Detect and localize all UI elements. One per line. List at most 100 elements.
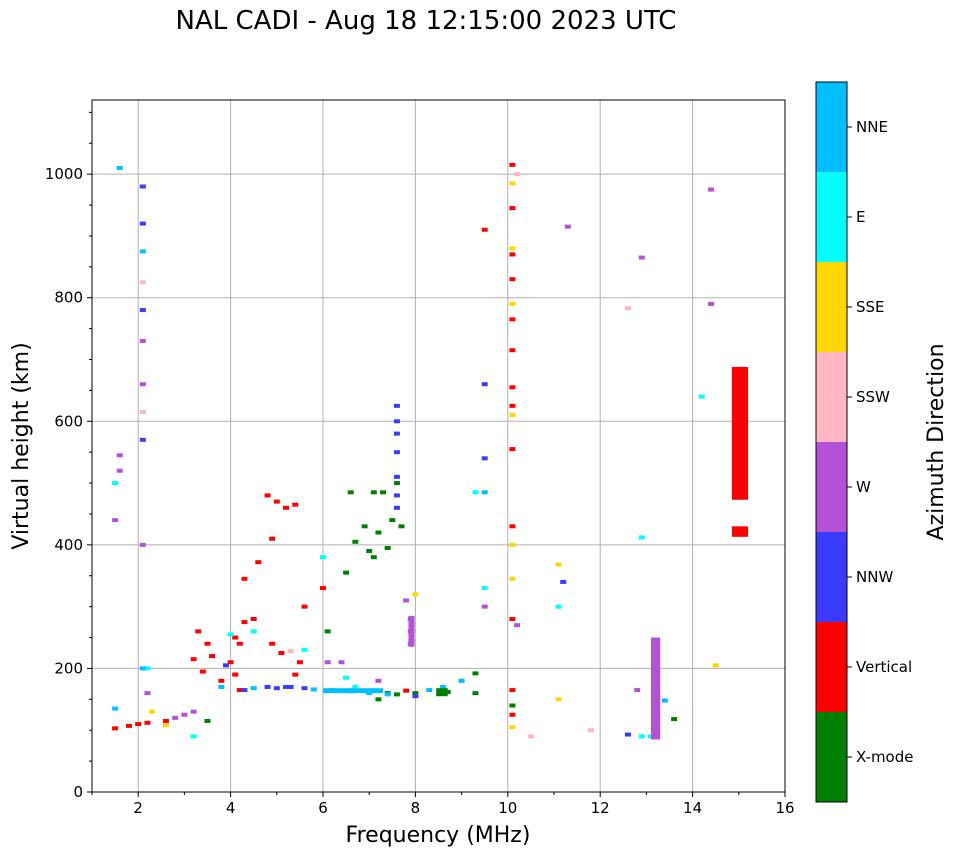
echo-point-vertical: [320, 586, 326, 591]
echo-point-vertical: [209, 654, 216, 659]
echo-point-sse: [412, 592, 419, 597]
echo-point-w: [708, 301, 715, 306]
chart-title: NAL CADI - Aug 18 12:15:00 2023 UTC: [175, 6, 677, 36]
colorbar-frame: [815, 81, 848, 803]
echo-point-vertical: [269, 536, 276, 541]
echo-block-w: [408, 615, 415, 647]
y-tick-label: 800: [54, 289, 83, 307]
echo-point-vertical: [292, 672, 299, 677]
echo-point-w: [190, 709, 197, 714]
echo-block-vertical: [731, 526, 749, 537]
colorbar-swatch: [816, 82, 847, 172]
echo-point-nne: [310, 687, 317, 692]
echo-point-vertical: [236, 688, 243, 693]
colorbar-swatch: [816, 712, 847, 802]
echo-point-sse: [509, 181, 516, 186]
echo-point-nnw: [139, 437, 146, 442]
echo-point-sse: [509, 725, 516, 730]
x-tick-label: 6: [318, 799, 328, 817]
colorbar-swatch: [816, 532, 847, 622]
echo-point-vertical: [162, 718, 169, 723]
echo-point-vertical: [509, 712, 516, 717]
echo-block-nne: [323, 688, 384, 694]
echo-point-ssw: [527, 734, 534, 739]
echo-point-sse: [509, 301, 516, 306]
echo-point-x-mode: [393, 692, 400, 697]
echo-point-nnw: [560, 579, 567, 584]
x-tick-label: 16: [775, 799, 794, 817]
echo-point-nnw: [273, 686, 280, 691]
echo-point-vertical: [296, 660, 303, 665]
echo-point-x-mode: [361, 524, 368, 529]
echo-point-nne: [661, 698, 668, 703]
echo-point-vertical: [112, 726, 119, 731]
echo-point-nnw: [412, 694, 419, 699]
echo-point-vertical: [283, 505, 290, 510]
echo-point-vertical: [509, 162, 516, 167]
echo-point-w: [338, 660, 345, 665]
echo-point-x-mode: [384, 545, 391, 550]
echo-point-e: [352, 684, 359, 689]
colorbar: X-mode Vertical NNW W SSW SSE E NNE: [815, 81, 913, 803]
echo-point-e: [638, 734, 645, 739]
echo-point-vertical: [241, 620, 248, 625]
colorbar-label: Azimuth Direction: [924, 343, 949, 540]
echo-point-vertical: [292, 502, 299, 507]
echo-point-w: [403, 598, 410, 603]
echo-point-vertical: [190, 657, 197, 662]
echo-point-nnw: [393, 419, 400, 424]
echo-point-e: [555, 604, 562, 609]
echo-point-x-mode: [393, 481, 400, 486]
axis-ticks: 2 4 6 8 10 12 14 16 0 200 400 600 800 1000: [45, 111, 795, 817]
x-tick-label: 14: [683, 799, 702, 817]
colorbar-swatch: [816, 262, 847, 352]
echo-point-nnw: [393, 474, 400, 479]
echo-point-nne: [116, 165, 123, 170]
echo-point-w: [112, 518, 119, 523]
echo-point-ssw: [587, 728, 594, 733]
echo-point-vertical: [218, 678, 225, 683]
echo-point-x-mode: [509, 703, 516, 708]
echo-point-vertical: [509, 277, 516, 282]
echo-point-vertical: [199, 669, 206, 674]
echo-point-ssw: [139, 410, 146, 415]
echo-point-sse: [162, 723, 169, 728]
echo-point-nne: [458, 678, 465, 683]
echo-point-nnw: [139, 308, 146, 313]
echo-point-x-mode: [343, 570, 350, 575]
echo-block-vertical: [731, 366, 749, 500]
echo-point-vertical: [509, 617, 516, 621]
echo-point-e: [320, 555, 326, 560]
echo-point-w: [564, 224, 571, 229]
echo-point-sse: [509, 246, 516, 251]
echo-point-vertical: [509, 206, 516, 211]
echo-point-ssw: [139, 280, 146, 285]
echo-point-nne: [139, 249, 146, 254]
echo-point-vertical: [273, 499, 280, 504]
echo-point-x-mode: [398, 524, 405, 529]
echo-point-vertical: [195, 629, 202, 634]
echo-point-w: [139, 542, 146, 547]
echo-point-nne: [218, 684, 225, 689]
y-tick-label: 400: [54, 536, 83, 554]
echo-point-vertical: [509, 524, 516, 529]
echo-point-vertical: [509, 348, 516, 353]
echo-point-vertical: [509, 252, 516, 257]
echo-point-nne: [112, 706, 119, 711]
echo-point-vertical: [509, 403, 516, 408]
echo-point-vertical: [481, 227, 488, 232]
echo-point-nnw: [222, 663, 229, 668]
echo-point-e: [301, 647, 308, 652]
echo-point-x-mode: [204, 718, 211, 723]
echo-point-e: [343, 675, 350, 680]
echo-point-x-mode: [352, 539, 359, 544]
echo-point-vertical: [135, 722, 142, 727]
echo-point-x-mode: [370, 490, 377, 495]
echo-point-vertical: [227, 660, 234, 665]
echo-point-e: [227, 632, 234, 637]
echo-point-x-mode: [671, 717, 678, 722]
echo-point-ssw: [514, 172, 521, 177]
echo-point-nnw: [481, 382, 488, 387]
echo-point-vertical: [403, 688, 410, 693]
